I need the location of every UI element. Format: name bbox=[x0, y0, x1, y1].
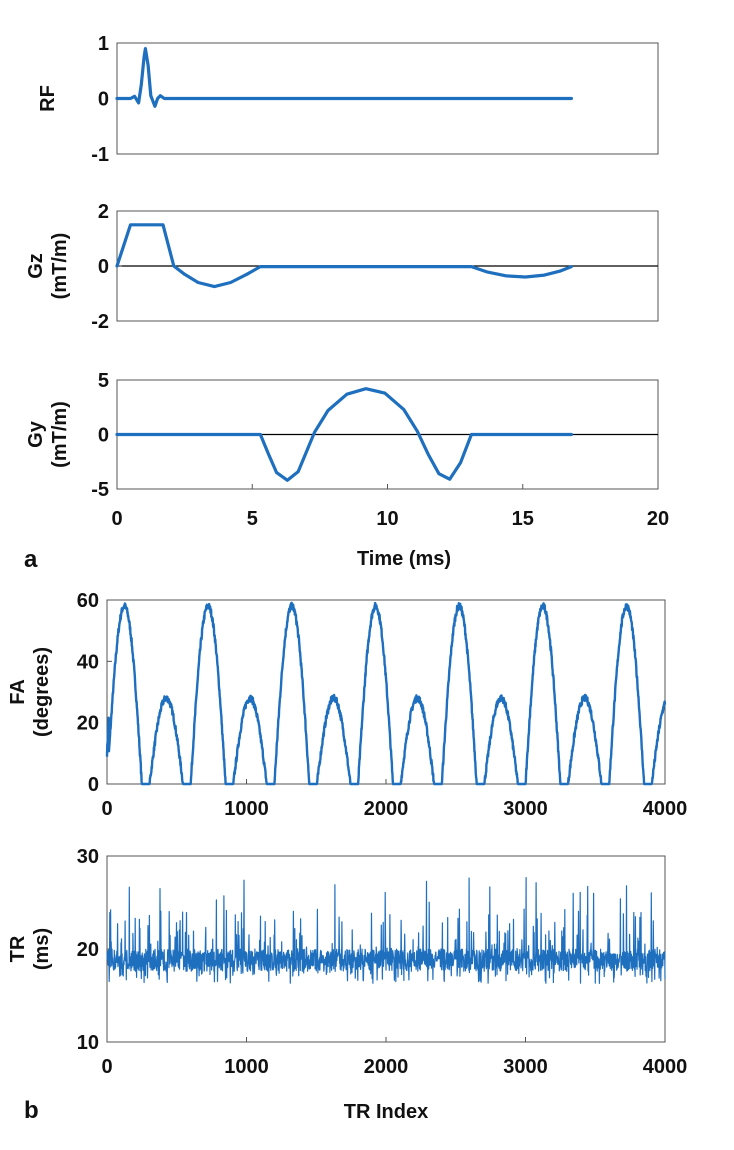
rf-series-line bbox=[115, 47, 573, 108]
fa-ytick-label: 0 bbox=[88, 774, 99, 796]
fa-xtick-label: 0 bbox=[101, 798, 112, 820]
rf-ytick-label: -1 bbox=[91, 144, 109, 166]
tr-xtick-label: 4000 bbox=[643, 1056, 688, 1078]
gy-xtick-label: 10 bbox=[376, 508, 398, 530]
time-axis-label: Time (ms) bbox=[357, 548, 451, 570]
panel-label-b: b bbox=[24, 1097, 39, 1124]
gz-ytick-label: -2 bbox=[91, 311, 109, 333]
gy-ylabel: Gy bbox=[25, 420, 47, 448]
gy-xtick-label: 15 bbox=[512, 508, 534, 530]
panel-label-a: a bbox=[24, 546, 38, 573]
gy-ytick-label: 5 bbox=[98, 370, 109, 392]
gz-ytick-label: 2 bbox=[98, 201, 109, 223]
gz-ylabel: Gz bbox=[25, 253, 47, 279]
tr-series-line bbox=[106, 877, 666, 984]
fa-xtick-label: 3000 bbox=[503, 798, 548, 820]
tr-xlabel: TR Index bbox=[344, 1101, 428, 1123]
tr-xtick-label: 0 bbox=[101, 1056, 112, 1078]
gy-series-line bbox=[115, 387, 573, 482]
gy-xtick-label: 0 bbox=[111, 508, 122, 530]
tr-ytick-label: 20 bbox=[77, 939, 99, 961]
gy-xtick-label: 20 bbox=[647, 508, 669, 530]
gy-ytick-label: 0 bbox=[98, 425, 109, 447]
tr-xtick-label: 3000 bbox=[503, 1056, 548, 1078]
fa-xtick-label: 4000 bbox=[643, 798, 688, 820]
rf-plot: 1 0 -1 RF bbox=[37, 33, 659, 166]
tr-xtick-label: 2000 bbox=[364, 1056, 409, 1078]
fa-xtick-label: 2000 bbox=[364, 798, 409, 820]
tr-plot: 30 20 100 1000 2000 3000 4000 TR (ms) TR Index bbox=[7, 846, 687, 1123]
gy-ylabel: (mT/m) bbox=[49, 401, 71, 468]
fa-ytick-label: 20 bbox=[77, 713, 99, 735]
fa-ylabel: FA bbox=[7, 679, 29, 705]
tr-xtick-label: 1000 bbox=[224, 1056, 269, 1078]
gz-ytick-label: 0 bbox=[98, 256, 109, 278]
gz-ylabel: (mT/m) bbox=[49, 233, 71, 300]
tr-ytick-label: 10 bbox=[77, 1032, 99, 1054]
gy-ytick-label: -5 bbox=[91, 479, 109, 501]
fa-ytick-label: 60 bbox=[77, 590, 99, 612]
gz-series-line bbox=[115, 223, 573, 289]
rf-ylabel: RF bbox=[37, 85, 59, 112]
tr-ytick-label: 30 bbox=[77, 846, 99, 868]
fa-xtick-label: 1000 bbox=[224, 798, 269, 820]
gz-plot: 2 0 -2 Gz (mT/m) bbox=[25, 201, 659, 333]
gy-xtick-label: 5 bbox=[247, 508, 258, 530]
rf-ytick-label: 0 bbox=[98, 89, 109, 111]
tr-ylabel: TR bbox=[7, 935, 29, 962]
fa-series-line bbox=[105, 601, 667, 786]
tr-ylabel: (ms) bbox=[31, 928, 53, 970]
fa-ylabel: (degrees) bbox=[31, 647, 53, 737]
rf-ytick-label: 1 bbox=[98, 33, 109, 55]
fa-ytick-label: 40 bbox=[77, 651, 99, 673]
